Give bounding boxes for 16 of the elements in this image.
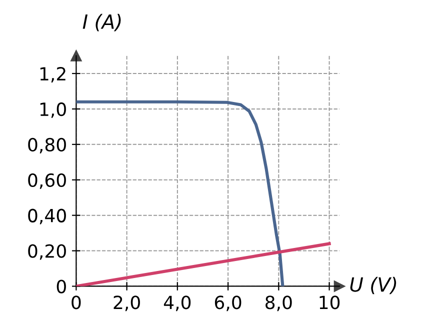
x-tick-label: 4,0 — [164, 296, 191, 312]
y-tick-label: 0,80 — [28, 138, 66, 154]
y-tick-label: 0,40 — [28, 208, 66, 224]
y-tick-label: 0 — [56, 280, 66, 294]
x-tick-label: 2,0 — [114, 296, 140, 312]
x-axis-title: U (V) — [350, 276, 396, 294]
x-tick-label: 8,0 — [266, 296, 292, 312]
y-tick-label: 1,0 — [40, 102, 66, 118]
y-tick-label: 0,20 — [28, 244, 66, 260]
x-tick-label: 6,0 — [214, 296, 242, 312]
y-tick-label: 0,60 — [28, 173, 66, 189]
y-axis-title: I (A) — [82, 14, 121, 32]
line-series — [76, 100, 284, 286]
y-tick-label: 1,2 — [40, 66, 66, 82]
x-tick-label: 0 — [72, 296, 81, 310]
x-tick-label: 10 — [320, 296, 340, 310]
